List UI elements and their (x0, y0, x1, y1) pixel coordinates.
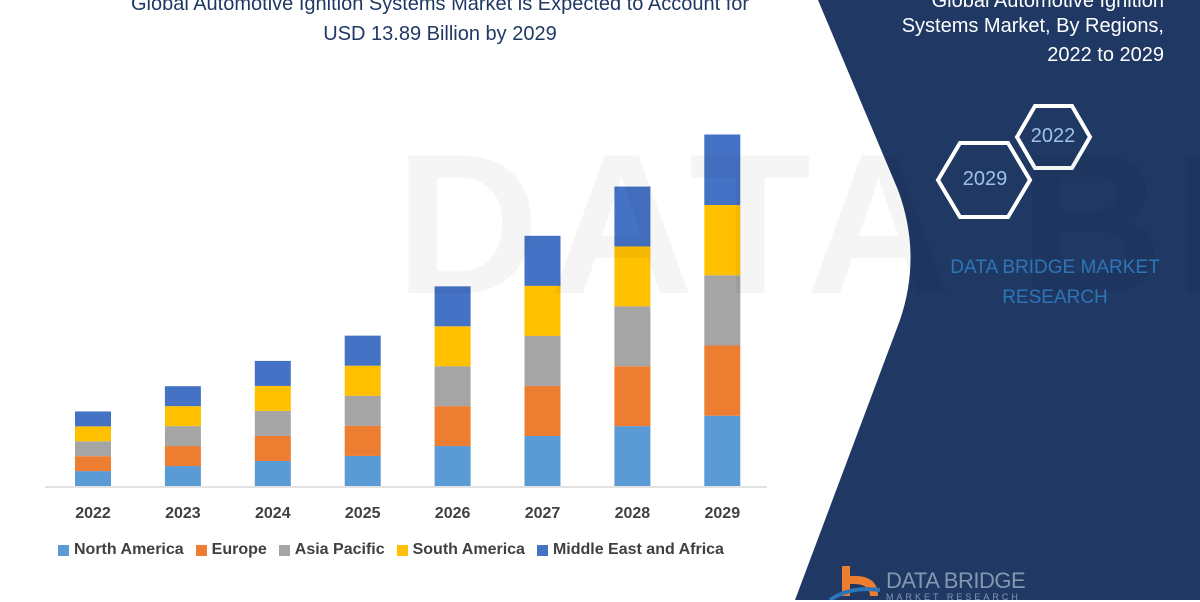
legend-item: Europe (195, 541, 267, 559)
bar-segment (614, 426, 651, 486)
bar-segment (614, 306, 651, 367)
chart-plot: 2022 2023 2024 2025 2026 2027 2028 2029 (45, 134, 767, 522)
bar-segment (254, 385, 291, 411)
bar-segment (434, 406, 471, 447)
bar-segment (164, 466, 201, 486)
bar-segment (524, 435, 561, 486)
legend-item: South America (396, 541, 525, 559)
legend-swatch (536, 544, 548, 556)
bar-segment (704, 134, 741, 205)
bar-segment (75, 426, 111, 442)
legend-swatch (58, 544, 69, 556)
bar-segment (434, 446, 471, 486)
bar-segment (524, 235, 561, 286)
bar-segment (164, 426, 201, 447)
bar-segment (164, 406, 201, 427)
x-tick-label: 2026 (435, 505, 471, 522)
bar-segment (254, 410, 291, 436)
chart-title-line2: USD 13.89 Billion by 2029 (323, 23, 557, 45)
legend-item: North America (58, 541, 184, 559)
bar-segment (344, 335, 381, 366)
bar-segment (614, 186, 651, 247)
bar-segment (75, 411, 111, 427)
bar-segment (704, 415, 741, 486)
brand-line2: RESEARCH (1002, 287, 1108, 308)
x-tick-label: 2022 (75, 505, 111, 522)
x-tick-label: 2028 (615, 505, 651, 522)
panel-title-line3: 2022 to 2029 (1047, 44, 1164, 66)
bar-segment (75, 441, 111, 457)
hexagon-2029 (935, 141, 1033, 219)
logo-subtext: MARKET RESEARCH (886, 592, 1021, 602)
x-tick-label: 2025 (345, 505, 381, 522)
legend-label: Middle East and Africa (552, 541, 724, 558)
logo-text: DATA BRIDGE (886, 568, 1026, 593)
legend-item: Middle East and Africa (536, 541, 724, 559)
hex-label-2029: 2029 (962, 168, 1008, 190)
bar-segment (75, 471, 111, 486)
hexagon-2022 (1014, 104, 1093, 170)
bar-segment (614, 246, 651, 307)
panel-title-line1: Global Automotive Ignition (931, 0, 1164, 12)
x-tick-label: 2023 (165, 505, 201, 522)
brand-line1: DATA BRIDGE MARKET (950, 257, 1160, 278)
x-tick-label: 2024 (255, 505, 291, 522)
bar-segment (344, 455, 381, 486)
legend-swatch (396, 544, 408, 556)
legend-swatch (195, 544, 207, 556)
logo-icon (828, 566, 881, 600)
chart-legend: North America Europe Asia Pacific South … (58, 541, 724, 559)
side-panel (795, 0, 1200, 600)
bar-segment (75, 456, 111, 472)
panel-title-line2: Systems Market, By Regions, (901, 15, 1164, 37)
bar-segment (434, 326, 471, 367)
bar-segment (344, 365, 381, 396)
hex-label-2022: 2022 (1030, 125, 1076, 147)
bar-segment (524, 285, 561, 336)
legend-label: South America (412, 541, 525, 558)
legend-label: North America (74, 541, 184, 558)
bar-segment (524, 335, 561, 386)
legend-item: Asia Pacific (278, 541, 385, 559)
x-tick-label: 2027 (525, 505, 561, 522)
chart-title-line1: Global Automotive Ignition Systems Marke… (130, 0, 750, 15)
legend-label: Europe (211, 541, 267, 558)
bar-segment (704, 345, 741, 416)
bar-segment (254, 360, 291, 386)
bar-segment (254, 460, 291, 486)
bar-segment (704, 275, 741, 346)
bar-segment (614, 366, 651, 427)
bar-segment (344, 425, 381, 456)
bar-segment (344, 395, 381, 426)
bar-segment (704, 204, 741, 276)
bar-segment (524, 385, 561, 436)
bar-segment (164, 386, 201, 407)
bar-segment (434, 366, 471, 407)
legend-label: Asia Pacific (294, 541, 385, 558)
legend-swatch (278, 544, 290, 556)
x-tick-label: 2029 (705, 505, 741, 522)
bar-segment (254, 435, 291, 461)
bar-segment (434, 286, 471, 327)
bar-segment (164, 446, 201, 467)
